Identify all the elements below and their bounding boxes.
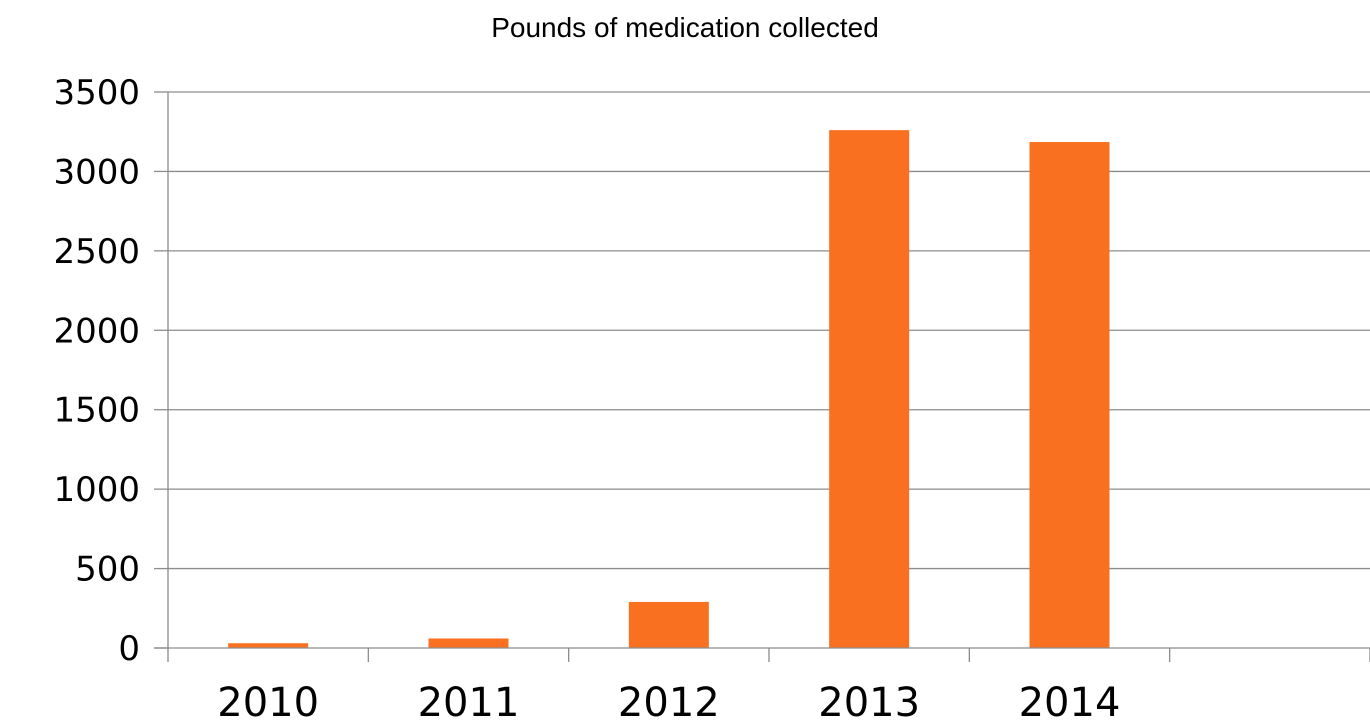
x-tick-labels: 2010 2011 2012 2013 2014 xyxy=(217,680,1120,726)
y-tick-label: 3000 xyxy=(53,152,140,192)
bar-2013 xyxy=(829,130,910,648)
y-tick-label: 3500 xyxy=(53,73,140,113)
bar-2011 xyxy=(428,638,509,648)
bar-2012 xyxy=(628,601,709,648)
y-tick-label: 2000 xyxy=(53,311,140,351)
y-tick-label: 1500 xyxy=(53,391,140,431)
bar-2010 xyxy=(228,643,309,648)
x-tick-label: 2010 xyxy=(217,680,319,726)
y-tick-label: 2500 xyxy=(53,232,140,272)
x-tick-label: 2013 xyxy=(818,680,920,726)
gridlines xyxy=(168,91,1370,570)
x-tick-label: 2012 xyxy=(618,680,720,726)
y-tick-label: 1000 xyxy=(53,470,140,510)
y-tick-labels: 0 500 1000 1500 2000 2500 3000 3500 xyxy=(53,73,140,669)
x-tick-label: 2011 xyxy=(418,680,520,726)
bar-2014 xyxy=(1029,142,1110,649)
x-tick-label: 2014 xyxy=(1019,680,1121,726)
y-tick-label: 500 xyxy=(75,550,140,590)
axes xyxy=(154,91,1370,662)
bars xyxy=(228,130,1110,649)
chart-title: Pounds of medication collected xyxy=(491,12,879,43)
y-tick-label: 0 xyxy=(118,629,140,669)
